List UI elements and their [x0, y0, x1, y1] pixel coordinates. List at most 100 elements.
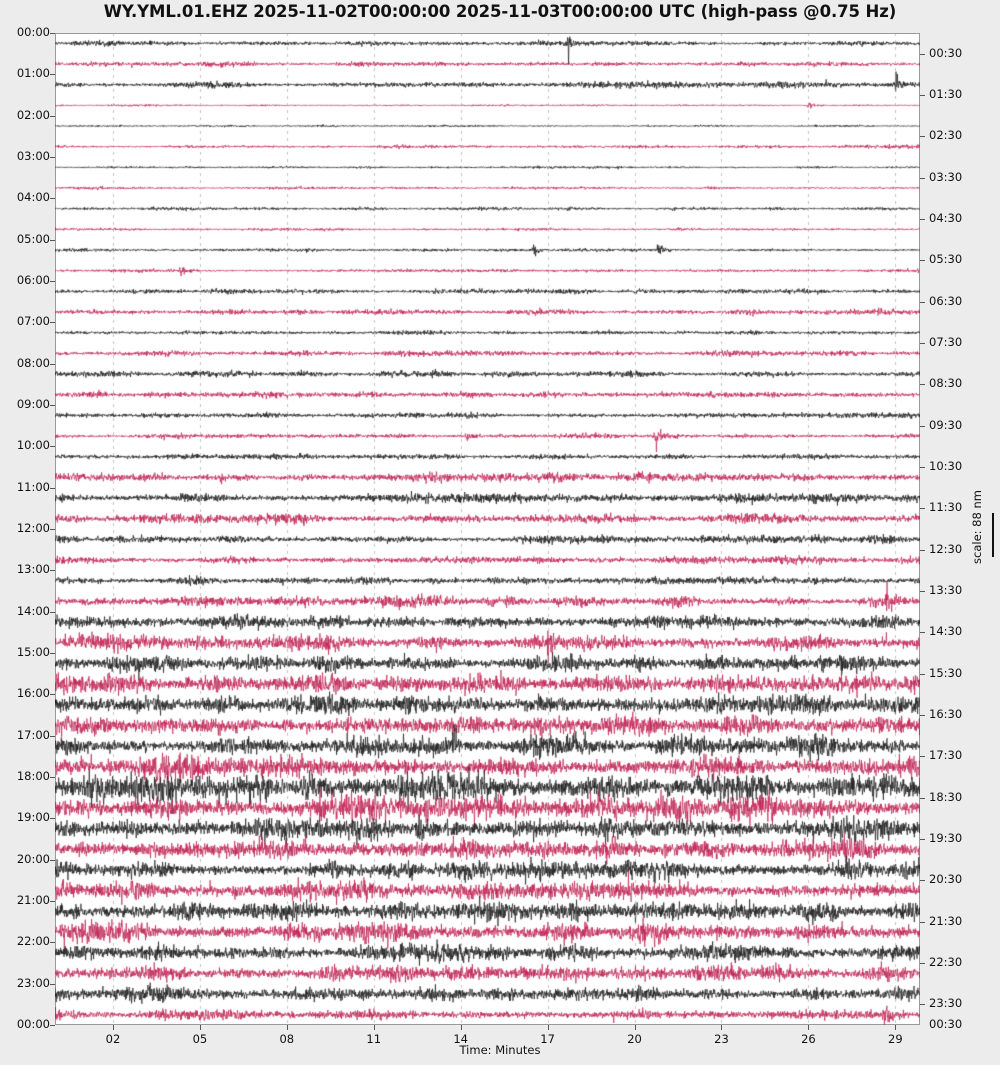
y-axis-label-left: 19:00	[16, 810, 50, 825]
y-axis-tick-right	[920, 467, 925, 468]
plot-area	[55, 33, 920, 1025]
y-axis-tick-right	[920, 136, 925, 138]
y-axis-tick-right	[920, 219, 925, 220]
y-axis-tick-left	[50, 777, 55, 778]
y-axis-tick-right	[920, 301, 925, 303]
y-axis-label-right: 11:30	[929, 500, 963, 515]
y-axis-label-left: 21:00	[16, 893, 50, 907]
y-axis-label-left: 05:00	[16, 231, 50, 246]
y-axis-tick-left	[50, 363, 55, 365]
y-axis-label-left: 04:00	[16, 190, 50, 205]
y-axis-label-left: 09:00	[16, 397, 50, 411]
y-axis-tick-right	[920, 177, 925, 179]
y-axis-label-right: 15:30	[929, 665, 963, 680]
y-axis-label-left: 15:00	[16, 645, 50, 659]
y-axis-tick-left	[50, 570, 55, 572]
x-axis-tick	[373, 1025, 375, 1030]
y-axis-tick-right	[920, 384, 925, 386]
y-axis-label-left: 02:00	[16, 107, 50, 122]
y-axis-label-right: 03:30	[929, 169, 963, 184]
x-axis-tick	[895, 1025, 897, 1030]
x-axis-tick	[547, 1025, 549, 1030]
y-axis-tick-right	[920, 508, 925, 510]
x-axis-tick	[460, 1025, 462, 1030]
y-axis-label-left: 14:00	[16, 603, 50, 618]
x-axis-label: 26	[801, 1032, 816, 1046]
y-axis-tick-right	[920, 880, 925, 882]
y-axis-tick-right	[920, 963, 925, 964]
y-axis-label-left: 22:00	[16, 934, 50, 949]
y-axis-label-right: 04:30	[929, 211, 963, 225]
y-axis-tick-right	[920, 797, 925, 799]
y-axis-label-left: 17:00	[16, 727, 50, 742]
y-axis-label-right: 07:30	[929, 335, 963, 349]
y-axis-tick-left	[50, 322, 55, 324]
y-axis-tick-left	[50, 694, 55, 696]
y-axis-label-right: 17:30	[929, 748, 963, 763]
y-axis-label-left: 18:00	[16, 769, 50, 783]
y-axis-tick-left	[50, 818, 55, 820]
x-axis-label: 14	[453, 1032, 468, 1046]
y-axis-label-left: 11:00	[16, 479, 50, 494]
y-axis-tick-right	[920, 1004, 925, 1006]
x-axis-label: 17	[540, 1032, 555, 1046]
scale-bar	[992, 513, 994, 557]
y-axis-tick-left	[50, 115, 55, 117]
y-axis-label-left: 23:00	[16, 975, 50, 990]
y-axis-label-left: 08:00	[16, 355, 50, 370]
y-axis-tick-right	[920, 591, 925, 592]
y-axis-label-right: 16:30	[929, 707, 963, 721]
y-axis-label-right: 23:30	[929, 996, 963, 1011]
y-axis-label-left: 07:00	[16, 314, 50, 329]
y-axis-tick-right	[920, 673, 925, 675]
y-axis-tick-left	[50, 1025, 55, 1026]
y-axis-tick-right	[920, 839, 925, 840]
y-axis-tick-left	[50, 529, 55, 530]
y-axis-label-right: 00:30	[929, 1017, 963, 1031]
y-axis-tick-left	[50, 74, 55, 76]
y-axis-label-right: 18:30	[929, 789, 963, 804]
x-axis-tick	[721, 1025, 723, 1030]
y-axis-label-left: 01:00	[16, 66, 50, 81]
y-axis-label-left: 00:00	[16, 1017, 50, 1031]
y-axis-label-right: 06:30	[929, 293, 963, 308]
y-axis-tick-right	[920, 756, 925, 758]
x-axis-label: 23	[714, 1032, 729, 1046]
x-axis-tick	[199, 1025, 201, 1030]
y-axis-tick-left	[50, 33, 55, 34]
y-axis-label-right: 08:30	[929, 376, 963, 391]
y-axis-label-right: 05:30	[929, 252, 963, 267]
x-axis-label: 05	[192, 1032, 208, 1046]
y-axis-tick-left	[50, 983, 55, 985]
y-axis-tick-left	[50, 611, 55, 613]
y-axis-label-right: 10:30	[929, 459, 963, 473]
y-axis-label-left: 00:00	[16, 25, 50, 39]
x-axis-title: Time: Minutes	[459, 1043, 541, 1057]
y-axis-label-right: 00:30	[929, 45, 963, 60]
x-axis-tick	[634, 1025, 636, 1030]
y-axis-label-right: 09:30	[929, 417, 963, 432]
y-axis-label-left: 13:00	[16, 562, 50, 577]
y-axis-label-left: 16:00	[16, 686, 50, 701]
y-axis-label-right: 21:30	[929, 913, 963, 928]
y-axis-label-right: 02:30	[929, 128, 963, 143]
scale-label: scale: 88 nm	[970, 490, 984, 564]
x-axis-label: 02	[105, 1032, 121, 1046]
y-axis-label-right: 19:30	[929, 831, 963, 845]
y-axis-tick-right	[920, 632, 925, 634]
page-title: WY.YML.01.EHZ 2025-11-02T00:00:00 2025-1…	[103, 2, 897, 21]
x-axis-label: 08	[279, 1032, 295, 1046]
y-axis-tick-left	[50, 239, 55, 241]
y-axis-tick-left	[50, 859, 55, 861]
y-axis-label-left: 10:00	[16, 438, 50, 453]
y-axis-label-left: 12:00	[16, 521, 50, 535]
y-axis-tick-left	[50, 487, 55, 489]
y-axis-label-left: 03:00	[16, 149, 50, 163]
y-axis-tick-left	[50, 901, 55, 902]
y-axis-label-right: 12:30	[929, 541, 963, 556]
y-axis-tick-left	[50, 446, 55, 448]
y-axis-tick-left	[50, 405, 55, 406]
y-axis-tick-left	[50, 942, 55, 944]
y-axis-tick-right	[920, 921, 925, 923]
